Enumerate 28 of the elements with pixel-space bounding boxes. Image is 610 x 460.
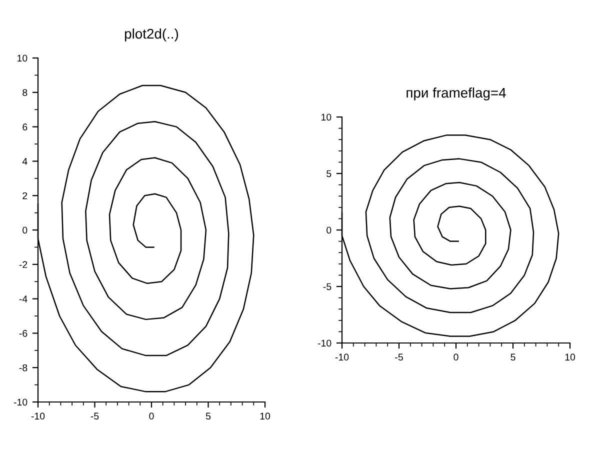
- chart-title: plot2d(..): [124, 28, 178, 42]
- x-tick-label: 10: [565, 354, 576, 361]
- x-tick-label: 5: [206, 412, 211, 420]
- y-tick-label: -10: [318, 340, 332, 347]
- y-tick-label: -8: [19, 364, 28, 372]
- y-tick-label: -5: [323, 283, 332, 290]
- y-tick-label: 8: [22, 89, 28, 96]
- y-tick-label: 10: [322, 114, 332, 121]
- y-tick-label: -6: [19, 330, 28, 337]
- y-tick-label: 5: [326, 170, 332, 178]
- chart-title: при frameflag=4: [406, 87, 506, 100]
- x-tick-label: -10: [31, 412, 45, 420]
- y-tick-label: 6: [22, 124, 28, 130]
- x-tick-label: 0: [454, 354, 458, 361]
- y-tick-label: 10: [18, 54, 28, 62]
- y-tick-label: 4: [22, 158, 28, 165]
- y-tick-label: 0: [22, 226, 28, 234]
- x-tick-label: -5: [90, 412, 99, 420]
- x-tick-label: -5: [395, 354, 403, 361]
- x-tick-label: -10: [335, 354, 349, 361]
- x-tick-label: 0: [149, 412, 154, 420]
- y-tick-label: 0: [326, 226, 332, 234]
- y-tick-label: -10: [14, 398, 28, 406]
- x-tick-label: 10: [260, 412, 270, 420]
- y-tick-label: 2: [22, 192, 28, 200]
- y-tick-label: -4: [19, 296, 28, 302]
- y-tick-label: -2: [19, 261, 28, 268]
- x-tick-label: 5: [510, 354, 516, 361]
